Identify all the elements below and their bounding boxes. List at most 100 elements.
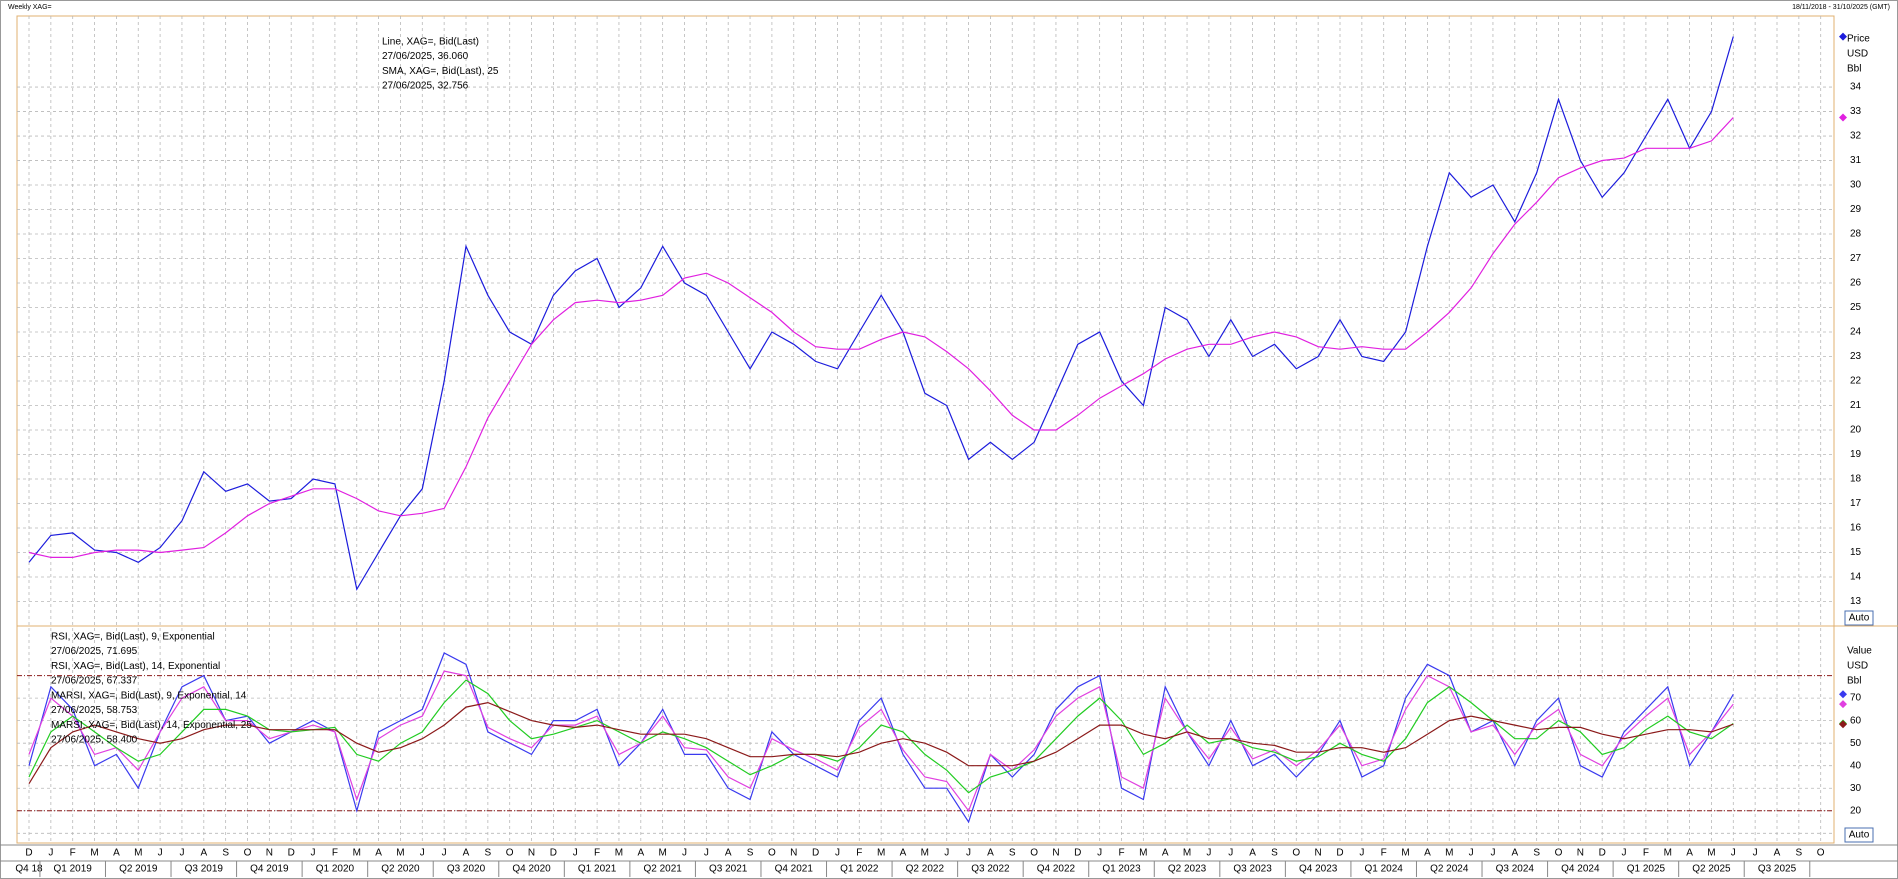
legend-label: RSI, XAG=, Bid(Last), 9, Exponential: [51, 632, 215, 643]
x-tick-label: N: [1052, 848, 1059, 859]
legend-label: SMA, XAG=, Bid(Last), 25: [382, 66, 499, 77]
x-tick-label: O: [1292, 848, 1300, 859]
x-tick-label: O: [1555, 848, 1563, 859]
x-tick-label: O: [1030, 848, 1038, 859]
quarter-label: Q4 2020: [512, 864, 551, 875]
x-tick-label: A: [200, 848, 207, 859]
x-tick-label: J: [1622, 848, 1627, 859]
y-tick-label: 16: [1850, 523, 1862, 534]
quarter-label: Q4 2024: [1561, 864, 1600, 875]
quarter-label: Q3 2022: [971, 864, 1010, 875]
auto-button-label: Auto: [1849, 830, 1870, 841]
legend-label: RSI, XAG=, Bid(Last), 14, Exponential: [51, 661, 220, 672]
y-tick-label: 23: [1850, 351, 1862, 362]
y-tick-label: 20: [1850, 425, 1862, 436]
series-line: [28, 670, 1734, 813]
x-tick-label: A: [1424, 848, 1431, 859]
quarter-label: Q4 18: [15, 864, 43, 875]
x-tick-label: F: [70, 848, 76, 859]
quarter-label: Q3 2021: [709, 864, 748, 875]
axis-unit: Price: [1847, 34, 1870, 45]
x-tick-label: A: [1774, 848, 1781, 859]
quarter-label: Q1 2019: [54, 864, 93, 875]
legend-value: 27/06/2025, 71.695: [51, 646, 138, 657]
x-tick-label: M: [615, 848, 623, 859]
x-tick-label: A: [1686, 848, 1693, 859]
x-tick-label: D: [812, 848, 819, 859]
x-tick-label: A: [113, 848, 120, 859]
last-value-marker: [1839, 32, 1847, 41]
x-tick-label: J: [704, 848, 709, 859]
x-tick-label: F: [594, 848, 600, 859]
y-tick-label: 13: [1850, 596, 1862, 607]
x-tick-label: M: [921, 848, 929, 859]
x-tick-label: S: [1271, 848, 1278, 859]
x-tick-label: J: [158, 848, 163, 859]
quarter-label: Q3 2020: [447, 864, 486, 875]
x-tick-label: J: [966, 848, 971, 859]
x-tick-label: J: [835, 848, 840, 859]
y-tick-label: 60: [1850, 715, 1862, 726]
y-tick-label: 33: [1850, 106, 1862, 117]
x-tick-label: F: [1118, 848, 1124, 859]
quarter-label: Q2 2021: [643, 864, 682, 875]
x-tick-label: J: [311, 848, 316, 859]
x-tick-label: J: [1228, 848, 1233, 859]
last-value-marker: [1839, 690, 1847, 699]
x-tick-label: J: [442, 848, 447, 859]
last-value-marker: [1839, 113, 1847, 122]
legend-value: 27/06/2025, 36.060: [382, 51, 469, 62]
x-tick-label: M: [1183, 848, 1191, 859]
series-line: [28, 652, 1734, 824]
x-tick-label: F: [332, 848, 338, 859]
x-tick-label: N: [790, 848, 797, 859]
x-tick-label: M: [90, 848, 98, 859]
legend-value: 27/06/2025, 58.753: [51, 705, 138, 716]
quarter-label: Q4 2022: [1037, 864, 1076, 875]
series-line: [28, 117, 1734, 558]
x-tick-label: J: [1359, 848, 1364, 859]
last-value-marker: [1839, 700, 1847, 709]
x-tick-label: J: [1731, 848, 1736, 859]
legend-value: 27/06/2025, 32.756: [382, 81, 469, 92]
x-tick-label: M: [353, 848, 361, 859]
x-tick-label: A: [375, 848, 382, 859]
axis-unit: Bbl: [1847, 64, 1861, 75]
quarter-label: Q2 2020: [381, 864, 420, 875]
quarter-label: Q1 2022: [840, 864, 879, 875]
quarter-label: Q1 2020: [316, 864, 355, 875]
plot-area: [16, 15, 1835, 844]
y-tick-label: 30: [1850, 180, 1862, 191]
auto-button: [1844, 610, 1874, 626]
y-tick-label: 50: [1850, 738, 1862, 749]
legend-value: 27/06/2025, 58.400: [51, 735, 138, 746]
y-tick-label: 70: [1850, 693, 1862, 704]
x-tick-label: S: [747, 848, 754, 859]
x-tick-label: O: [1817, 848, 1825, 859]
x-tick-label: M: [1401, 848, 1409, 859]
series-line: [28, 36, 1734, 591]
quarter-label: Q3 2023: [1233, 864, 1272, 875]
y-tick-label: 21: [1850, 400, 1862, 411]
y-tick-label: 34: [1850, 82, 1862, 93]
y-tick-label: 17: [1850, 498, 1862, 509]
x-tick-label: S: [1009, 848, 1016, 859]
x-tick-label: S: [222, 848, 229, 859]
y-tick-label: 27: [1850, 253, 1862, 264]
quarter-label: Q4 2021: [775, 864, 814, 875]
x-tick-label: J: [1097, 848, 1102, 859]
x-tick-label: D: [1336, 848, 1343, 859]
y-tick-label: 26: [1850, 278, 1862, 289]
x-tick-label: J: [573, 848, 578, 859]
axis-unit: Value: [1847, 646, 1872, 657]
x-tick-label: M: [1139, 848, 1147, 859]
y-tick-label: 30: [1850, 783, 1862, 794]
x-tick-label: A: [463, 848, 470, 859]
axis-unit: USD: [1847, 49, 1868, 60]
x-tick-label: J: [1469, 848, 1474, 859]
date-range: 18/11/2018 - 31/10/2025 (GMT): [1792, 4, 1890, 11]
quarter-label: Q1 2023: [1102, 864, 1141, 875]
x-tick-label: J: [1206, 848, 1211, 859]
